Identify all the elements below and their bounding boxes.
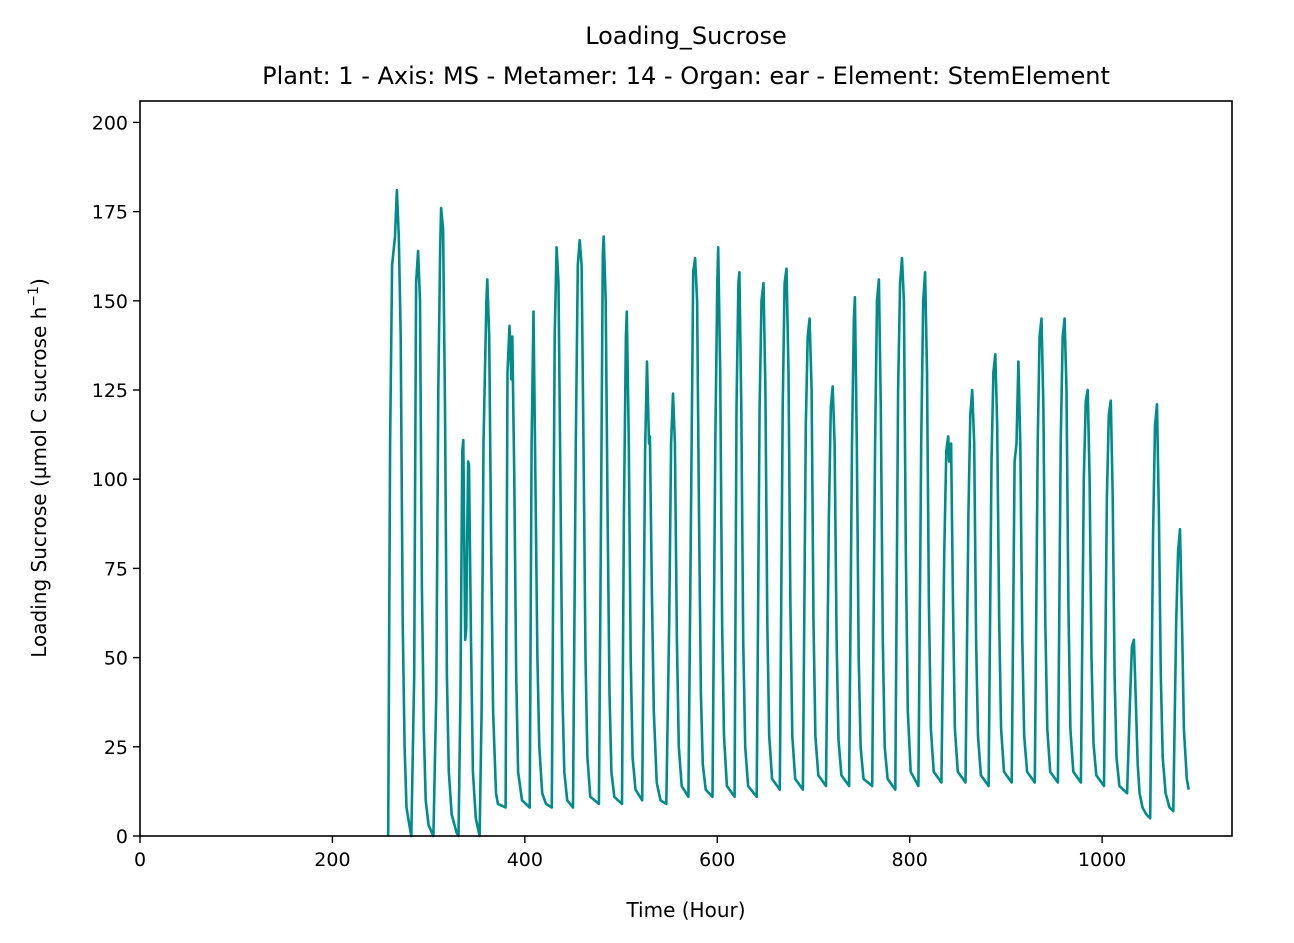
- y-axis-label-sup: −1: [26, 286, 42, 307]
- y-tick-label: 25: [104, 737, 128, 759]
- plot-frame: [140, 101, 1232, 836]
- y-tick-label: 150: [92, 291, 128, 313]
- x-tick-label: 400: [507, 849, 543, 871]
- y-axis-label-main: Loading Sucrose (µmol C sucrose h: [27, 307, 51, 658]
- y-tick-label: 0: [116, 826, 128, 848]
- series-line-0: [386, 188, 1190, 838]
- x-axis-label: Time (Hour): [625, 898, 745, 922]
- x-tick-label: 600: [699, 849, 735, 871]
- x-axis: 0 200 400 600 800 1000: [134, 836, 1126, 871]
- plot-area: [139, 100, 1233, 838]
- x-tick-label: 200: [314, 849, 350, 871]
- x-tick-label: 0: [134, 849, 146, 871]
- chart-title: Loading_Sucrose: [585, 22, 787, 50]
- y-axis-label-end: ): [27, 278, 51, 286]
- y-tick-label: 175: [92, 202, 128, 224]
- x-tick-label: 1000: [1078, 849, 1126, 871]
- chart-subtitle: Plant: 1 - Axis: MS - Metamer: 14 - Orga…: [262, 62, 1110, 90]
- y-tick-label: 50: [104, 648, 128, 670]
- y-tick-label: 125: [92, 380, 128, 402]
- y-axis-label: Loading Sucrose (µmol C sucrose h−1): [26, 278, 51, 658]
- series-layer: [386, 188, 1190, 838]
- y-tick-label: 200: [92, 112, 128, 134]
- plot-border: [139, 100, 1233, 837]
- y-axis: 0 25 50 75 100 125 150 175 200: [92, 112, 140, 848]
- y-tick-label: 75: [104, 558, 128, 580]
- y-tick-label: 100: [92, 469, 128, 491]
- x-tick-label: 800: [892, 849, 928, 871]
